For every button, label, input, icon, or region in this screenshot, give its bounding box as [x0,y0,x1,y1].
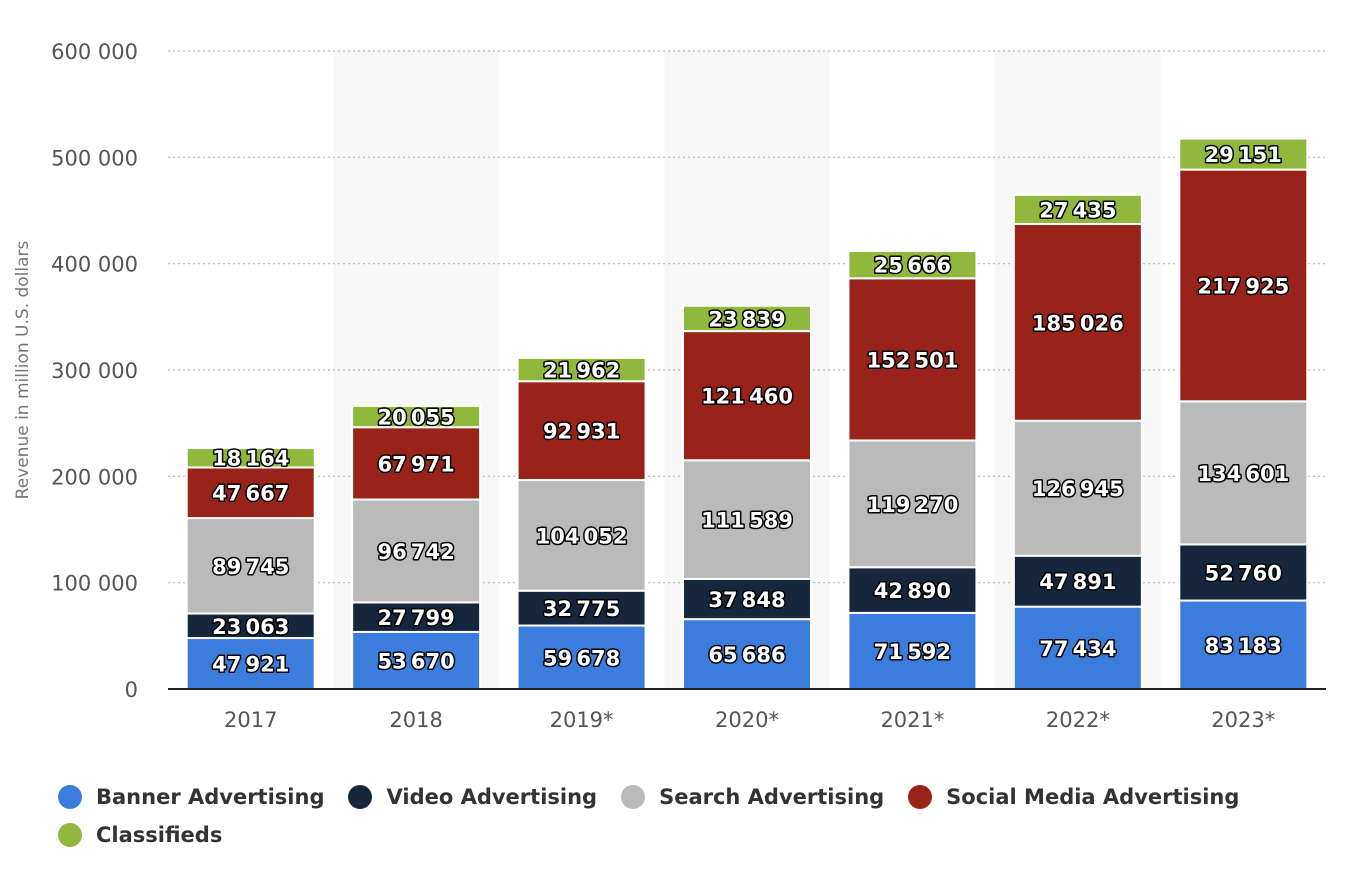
legend-item[interactable]: Video Advertising [348,784,597,810]
data-label: 121 460 [701,385,793,409]
data-label: 37 848 [708,588,785,612]
legend-label: Search Advertising [659,785,885,809]
data-label: 96 742 [378,540,455,564]
bar-segment [516,624,647,691]
bar-segment [847,277,978,442]
data-label: 23 839 [708,307,785,331]
data-label: 134 601 [1197,462,1289,486]
legend-label: Video Advertising [386,785,598,809]
x-tick-label: 2020* [715,708,779,732]
data-label: 185 026 [1032,311,1124,335]
legend-label: Classifieds [96,823,223,847]
bar-segment [1012,193,1143,226]
bar-segment [185,447,316,469]
legend-swatch-icon [58,823,82,847]
data-label: 42 890 [874,579,951,603]
bar-segment [185,612,316,640]
data-label: 27 799 [378,606,455,630]
bar-segment [1178,168,1309,403]
stacked-bar-chart: 0 100 000 200 000 300 000 400 000 500 000 600 … [13,40,1326,732]
data-label: 27 435 [1039,198,1116,222]
x-tick-label: 2022* [1046,708,1110,732]
bar-segment [185,466,316,520]
data-label: 23 063 [212,615,289,639]
data-label: 59 678 [543,646,620,670]
data-label: 71 592 [874,640,951,664]
bar-segment [682,304,812,333]
legend-label: Banner Advertising [96,785,325,809]
legend-swatch-icon [621,785,646,809]
y-tick-label: 200 000 [51,465,138,489]
data-label: 20 055 [378,406,455,430]
y-tick-label: 0 [125,678,138,702]
data-label: 52 760 [1205,561,1282,585]
y-tick-label: 500 000 [51,146,138,170]
bar-segment [847,566,978,614]
bar-segment [516,356,647,383]
bar-segment [351,601,482,633]
y-tick-label: 600 000 [51,40,138,64]
bar-segment [1012,419,1143,557]
data-label: 92 931 [543,420,620,444]
legend-item[interactable]: Search Advertising [621,784,884,810]
y-tick-label: 100 000 [51,572,138,596]
bar-segment [185,637,316,691]
bar-segment [351,498,482,604]
bar-segment [682,330,812,462]
data-label: 89 745 [212,555,289,579]
legend-label: Social Media Advertising [946,785,1240,809]
x-tick-label: 2017 [224,708,277,732]
data-label: 217 925 [1197,274,1289,298]
bar-segment [516,380,647,482]
x-tick-label: 2018 [389,708,442,732]
x-tick-label: 2019* [550,708,614,732]
data-label: 119 270 [866,493,958,517]
bar-segment [185,517,316,615]
chart-legend: Banner Advertising Video Advertising Searc… [58,784,1318,848]
data-label: 67 971 [378,452,455,476]
legend-swatch-icon [58,785,82,809]
data-label: 29 151 [1205,143,1282,167]
bar-segment [516,589,647,627]
data-label: 83 183 [1205,634,1282,658]
bar-segment [682,577,812,621]
y-axis-title: Revenue in million U.S. dollars [13,240,33,499]
data-label: 104 052 [536,524,628,548]
bar-segment [682,459,812,580]
x-tick-label: 2021* [880,708,944,732]
bar-segment [1012,223,1143,422]
legend-item[interactable]: Classifieds [58,822,222,848]
bar-segment [351,630,482,691]
data-label: 47 667 [212,482,289,506]
data-label: 18 164 [212,447,289,471]
data-label: 111 589 [701,509,793,533]
x-tick-label: 2023* [1211,708,1275,732]
bar-segment [351,404,482,429]
bar-segment [847,249,978,280]
data-label: 21 962 [543,359,620,383]
data-label: 25 666 [874,254,951,278]
data-label: 47 891 [1039,570,1116,594]
legend-swatch-icon [348,785,373,809]
bar-segment [351,426,482,501]
bar-segment [847,611,978,690]
y-tick-label: 400 000 [51,253,138,277]
data-label: 47 921 [212,653,289,677]
bar-segment [1178,137,1309,171]
legend-item[interactable]: Banner Advertising [58,784,324,810]
bar-segment [682,618,812,690]
data-label: 126 945 [1032,477,1124,501]
data-label: 65 686 [708,643,785,667]
y-tick-label: 300 000 [51,359,138,383]
legend-item[interactable]: Social Media Advertising [908,784,1239,810]
data-label: 53 670 [378,649,455,673]
data-label: 32 775 [543,597,620,621]
bar-segment [847,439,978,569]
legend-swatch-icon [908,785,933,809]
data-label: 152 501 [866,348,958,372]
data-label: 77 434 [1039,637,1116,661]
